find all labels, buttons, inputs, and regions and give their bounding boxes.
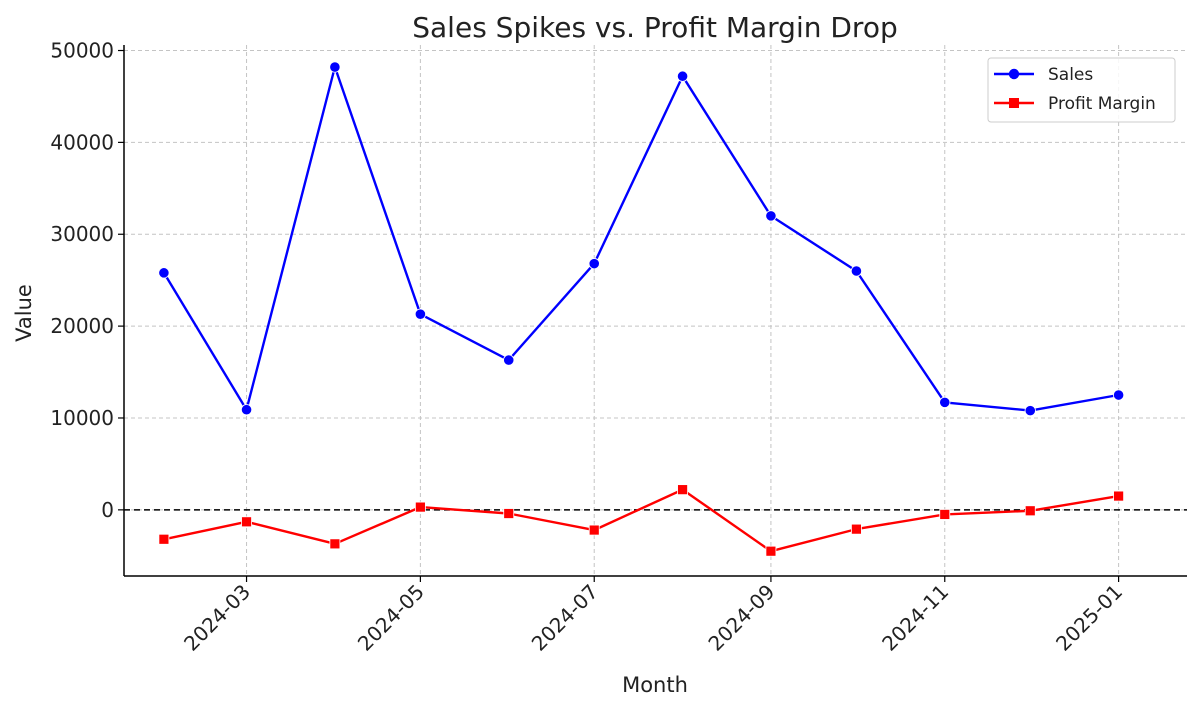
y-tick-label: 0 (101, 498, 114, 522)
legend-item: Profit Margin (994, 94, 1156, 114)
data-point (765, 545, 777, 557)
axes (118, 45, 1187, 582)
legend-label: Sales (1048, 65, 1093, 85)
data-point (851, 523, 862, 535)
data-point (939, 396, 951, 408)
data-point (850, 265, 863, 277)
series-layer (158, 61, 1125, 557)
series-sales (158, 61, 1125, 417)
data-point (676, 70, 689, 82)
x-tick-label: 2025-01 (1051, 580, 1127, 656)
y-tick-label: 20000 (50, 314, 114, 338)
data-point (158, 533, 170, 545)
data-point (588, 258, 600, 270)
x-tick-label: 2024-03 (179, 580, 255, 656)
series-line (162, 65, 1119, 412)
legend-swatch-marker (1008, 68, 1020, 80)
y-tick-label: 10000 (50, 406, 114, 430)
legend: Sales Profit Margin (987, 57, 1176, 123)
data-point (158, 267, 170, 279)
data-point (1024, 505, 1036, 517)
data-point (1113, 389, 1125, 401)
x-tick-label: 2024-05 (353, 580, 429, 656)
tick-labels: 0 10000 20000 30000 40000 50000 2024-03 2024-05… (50, 39, 1127, 656)
x-tick-label: 2024-11 (877, 580, 953, 656)
data-point (414, 308, 426, 320)
series-profit-margin (158, 484, 1125, 557)
legend-frame (987, 57, 1176, 123)
data-point (765, 210, 777, 222)
data-point (329, 538, 341, 550)
legend-item: Sales (994, 65, 1093, 85)
y-axis-label: Value (12, 284, 36, 342)
data-point (240, 404, 253, 416)
data-point (1113, 490, 1125, 502)
x-tick-label: 2024-07 (527, 580, 603, 656)
data-point (588, 524, 600, 536)
y-tick-label: 40000 (50, 130, 114, 154)
x-axis-label: Month (622, 673, 688, 697)
grid (124, 45, 1187, 576)
y-tick-label: 50000 (50, 39, 114, 63)
data-point (414, 501, 426, 513)
y-tick-label: 30000 (50, 222, 114, 246)
data-point (677, 484, 688, 496)
data-point (241, 516, 252, 528)
data-point (503, 354, 515, 366)
series-line (163, 488, 1119, 553)
data-point (503, 508, 515, 519)
legend-label: Profit Margin (1048, 94, 1156, 114)
chart-title: Sales Spikes vs. Profit Margin Drop (412, 11, 897, 44)
x-tick-label: 2024-09 (703, 580, 779, 656)
data-point (939, 509, 951, 520)
data-point (1024, 405, 1036, 417)
data-point (329, 61, 341, 73)
legend-swatch-marker (1009, 98, 1019, 108)
